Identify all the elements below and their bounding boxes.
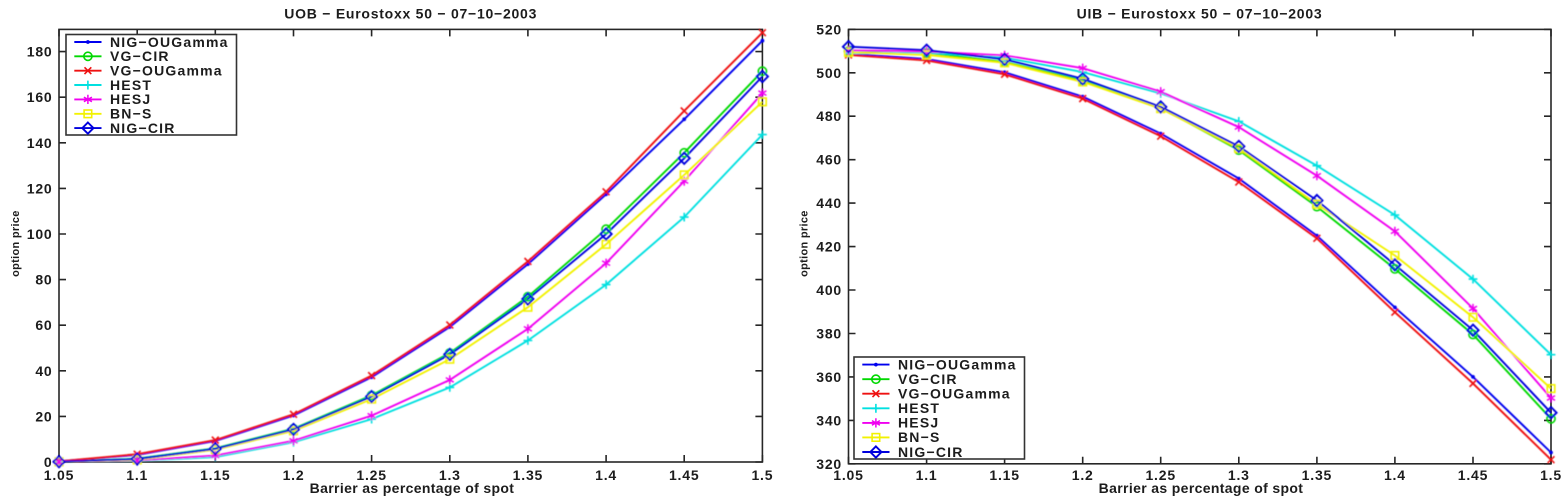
svg-text:UIB − Eurostoxx 50 − 07−10−200: UIB − Eurostoxx 50 − 07−10−2003 bbox=[1077, 6, 1323, 22]
svg-text:140: 140 bbox=[27, 135, 53, 151]
svg-text:1.35: 1.35 bbox=[513, 467, 543, 483]
svg-text:1.4: 1.4 bbox=[595, 467, 617, 483]
svg-text:480: 480 bbox=[816, 108, 842, 124]
svg-text:VG−CIR: VG−CIR bbox=[110, 48, 170, 64]
svg-text:Barrier as percentage of spot: Barrier as percentage of spot bbox=[1099, 480, 1304, 496]
svg-text:520: 520 bbox=[816, 21, 842, 37]
svg-text:1.35: 1.35 bbox=[1302, 467, 1332, 483]
svg-text:420: 420 bbox=[816, 239, 842, 255]
svg-text:1.2: 1.2 bbox=[1072, 467, 1094, 483]
svg-text:NIG−CIR: NIG−CIR bbox=[110, 120, 176, 136]
svg-text:180: 180 bbox=[27, 44, 53, 60]
svg-text:1.45: 1.45 bbox=[1458, 467, 1488, 483]
svg-text:1.1: 1.1 bbox=[916, 467, 938, 483]
svg-text:1.45: 1.45 bbox=[669, 467, 699, 483]
svg-text:60: 60 bbox=[35, 317, 52, 333]
svg-text:HEST: HEST bbox=[898, 400, 940, 416]
svg-text:1.2: 1.2 bbox=[283, 467, 305, 483]
svg-text:HESJ: HESJ bbox=[898, 415, 939, 431]
svg-text:NIG−CIR: NIG−CIR bbox=[898, 444, 964, 460]
svg-text:1.05: 1.05 bbox=[44, 467, 74, 483]
svg-text:1.3: 1.3 bbox=[439, 467, 461, 483]
svg-text:320: 320 bbox=[816, 456, 842, 472]
svg-text:UOB − Eurostoxx 50 − 07−10−200: UOB − Eurostoxx 50 − 07−10−2003 bbox=[284, 6, 537, 22]
svg-text:0: 0 bbox=[44, 454, 53, 470]
svg-text:160: 160 bbox=[27, 89, 53, 105]
svg-text:1.15: 1.15 bbox=[989, 467, 1019, 483]
svg-text:NIG−OUGamma: NIG−OUGamma bbox=[110, 34, 229, 50]
svg-text:HEST: HEST bbox=[110, 77, 152, 93]
svg-text:HESJ: HESJ bbox=[110, 91, 151, 107]
svg-text:1.1: 1.1 bbox=[126, 467, 148, 483]
svg-text:option price: option price bbox=[799, 210, 811, 277]
svg-text:360: 360 bbox=[816, 369, 842, 385]
svg-text:120: 120 bbox=[27, 180, 53, 196]
svg-text:VG−OUGamma: VG−OUGamma bbox=[110, 63, 223, 79]
svg-text:1.25: 1.25 bbox=[356, 467, 386, 483]
svg-text:400: 400 bbox=[816, 282, 842, 298]
svg-text:1.15: 1.15 bbox=[200, 467, 230, 483]
svg-text:500: 500 bbox=[816, 65, 842, 81]
svg-text:460: 460 bbox=[816, 152, 842, 168]
svg-text:1.25: 1.25 bbox=[1145, 467, 1175, 483]
svg-text:BN−S: BN−S bbox=[110, 106, 153, 122]
svg-text:option price: option price bbox=[10, 210, 22, 277]
svg-text:100: 100 bbox=[27, 226, 53, 242]
svg-text:1.4: 1.4 bbox=[1384, 467, 1406, 483]
svg-text:80: 80 bbox=[35, 272, 52, 288]
svg-text:NIG−OUGamma: NIG−OUGamma bbox=[898, 356, 1017, 372]
svg-text:440: 440 bbox=[816, 195, 842, 211]
svg-text:340: 340 bbox=[816, 412, 842, 428]
svg-text:20: 20 bbox=[35, 408, 52, 424]
svg-text:1.3: 1.3 bbox=[1228, 467, 1250, 483]
svg-text:1.5: 1.5 bbox=[751, 467, 773, 483]
svg-text:1.5: 1.5 bbox=[1540, 467, 1562, 483]
svg-text:1.05: 1.05 bbox=[833, 467, 863, 483]
svg-text:40: 40 bbox=[35, 363, 52, 379]
svg-text:BN−S: BN−S bbox=[898, 429, 941, 445]
svg-text:VG−CIR: VG−CIR bbox=[898, 371, 958, 387]
svg-text:VG−OUGamma: VG−OUGamma bbox=[898, 386, 1011, 402]
svg-text:Barrier as percentage of spot: Barrier as percentage of spot bbox=[310, 480, 515, 496]
svg-text:380: 380 bbox=[816, 326, 842, 342]
